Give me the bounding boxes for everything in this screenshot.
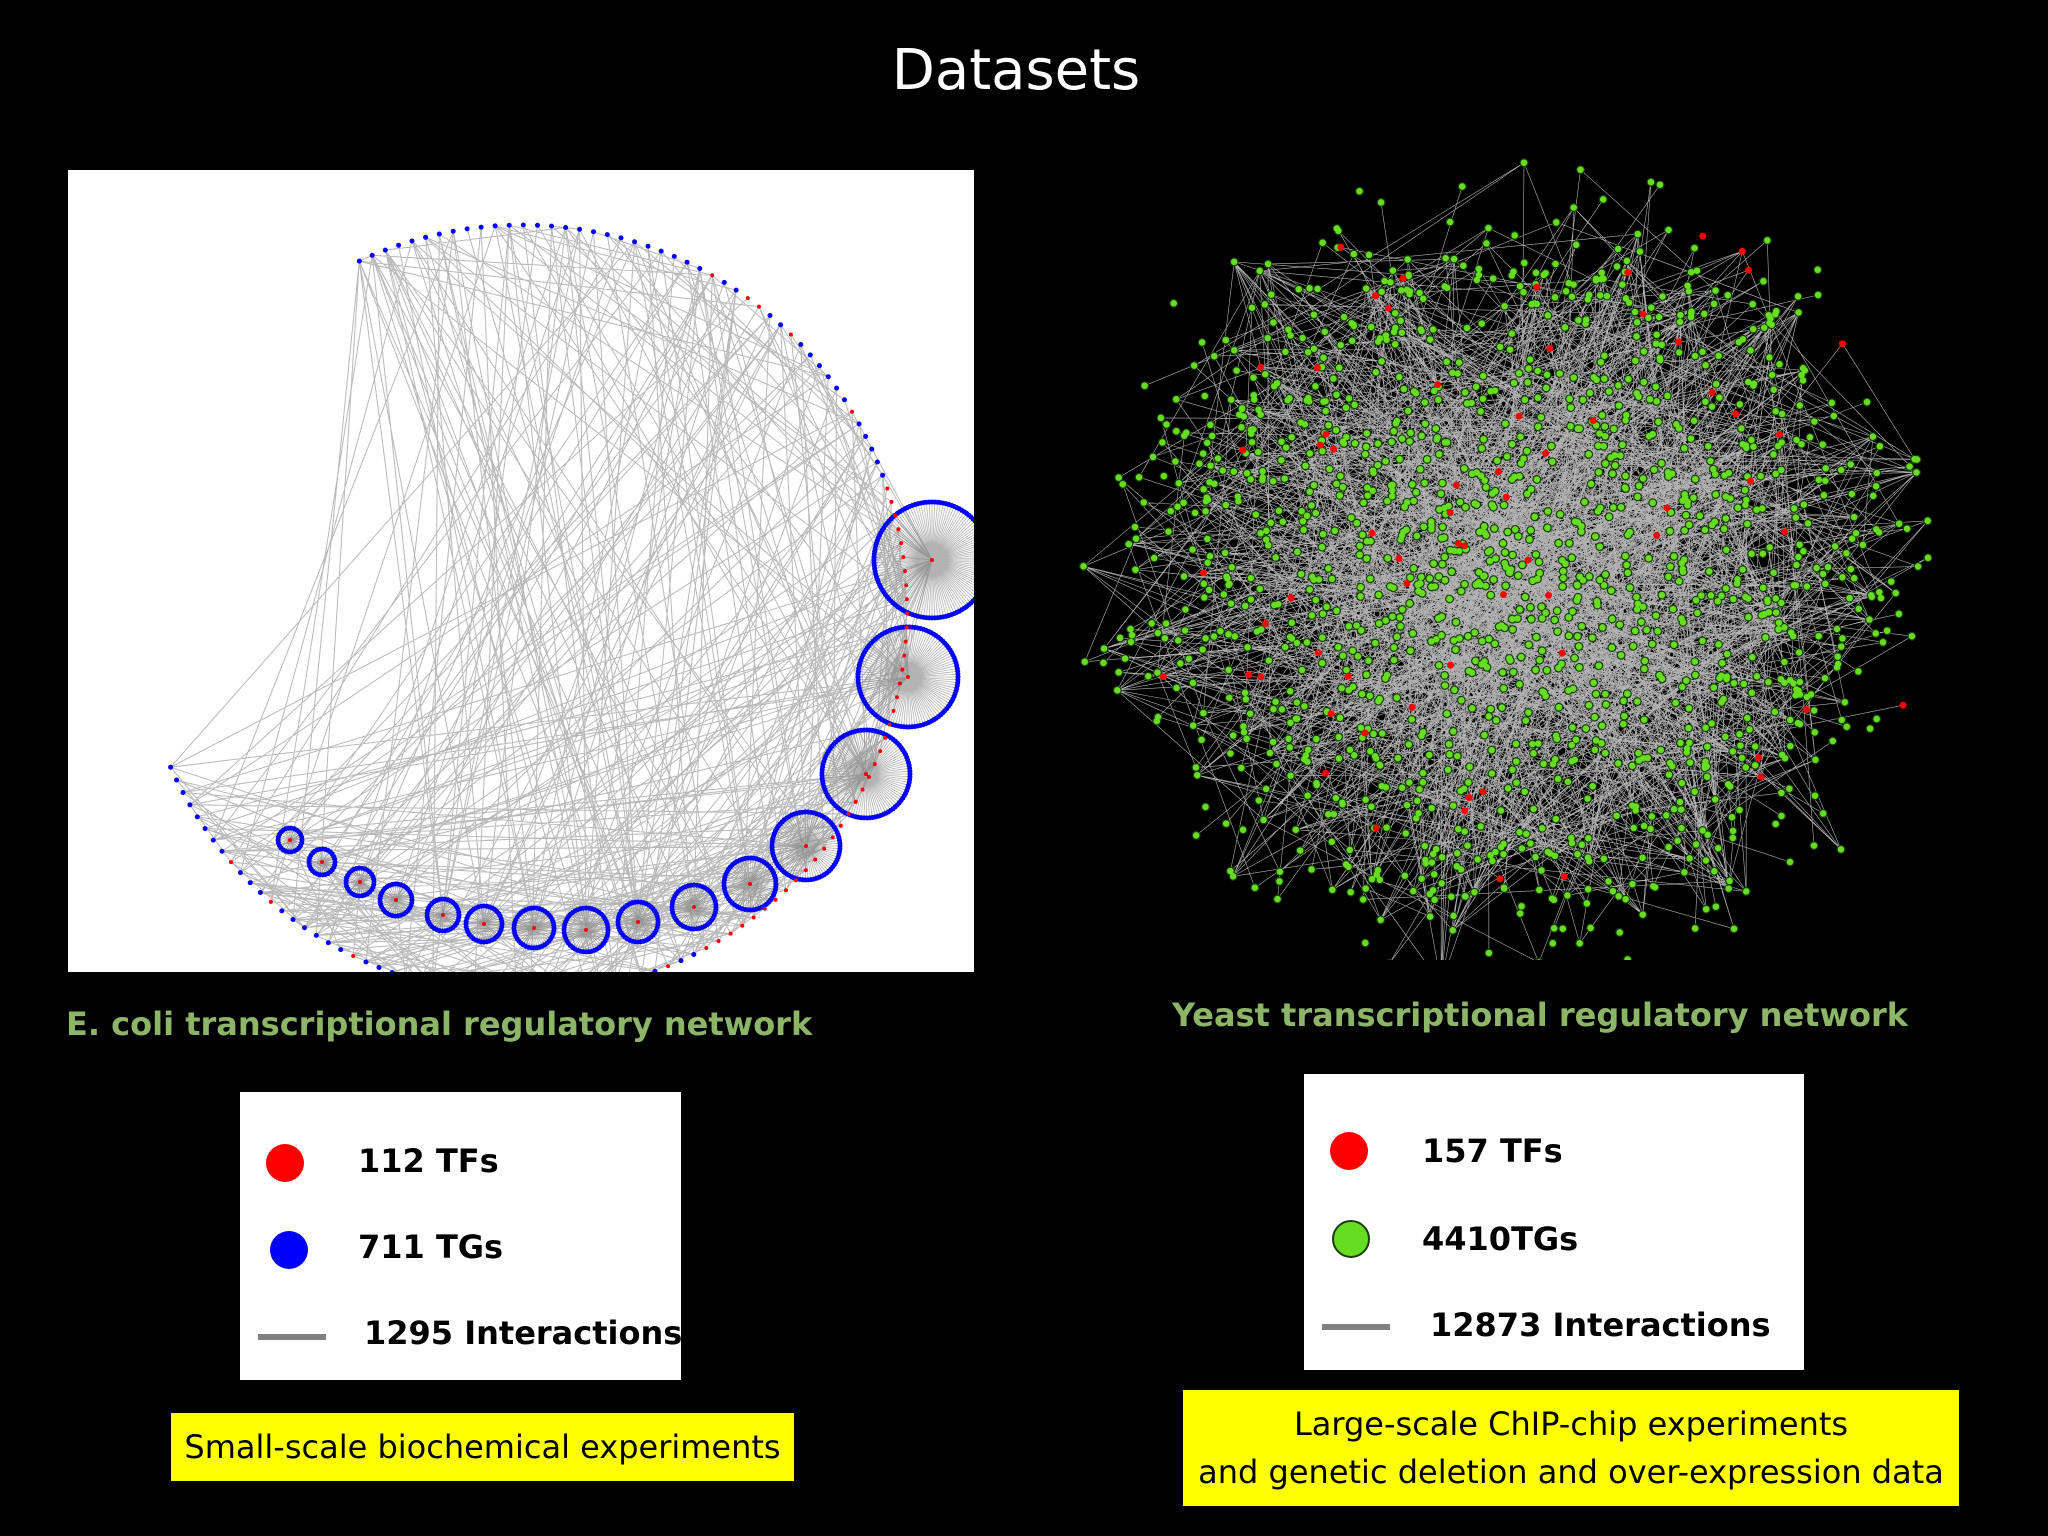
- ecoli-hub-spokes: [564, 908, 608, 952]
- blue-dot-icon: [270, 1231, 308, 1269]
- yeast-interaction-count: 12873 Interactions: [1430, 1306, 1771, 1344]
- ecoli-hub-spokes: [771, 811, 840, 881]
- yeast-legend-interaction-row: 12873 Interactions: [1304, 1304, 1804, 1364]
- ecoli-legend: 112 TFs 711 TGs 1295 Interactions: [240, 1092, 683, 1380]
- yeast-note-line-1: Large-scale ChIP-chip experiments: [1293, 1405, 1849, 1443]
- ecoli-legend-interaction-row: 1295 Interactions: [240, 1314, 683, 1374]
- ecoli-tg-count: 711 TGs: [358, 1228, 504, 1266]
- yeast-tf-nodes: [1159, 232, 1907, 883]
- ecoli-hub-spokes: [618, 902, 658, 942]
- yeast-note-line-2: and genetic deletion and over-expression…: [1198, 1453, 1944, 1491]
- ecoli-hub-spokes: [278, 828, 302, 852]
- ecoli-hub-spokes: [514, 908, 554, 948]
- gray-line-icon: [258, 1334, 326, 1340]
- yeast-legend-tf-row: 157 TFs: [1304, 1132, 1804, 1192]
- gray-line-icon: [1322, 1324, 1390, 1330]
- yeast-network-figure: [1060, 150, 1960, 960]
- ecoli-hub-spokes: [427, 898, 459, 932]
- ecoli-network-graph: [168, 222, 974, 972]
- ecoli-hub-spokes: [723, 857, 776, 911]
- red-dot-icon: [1330, 1132, 1368, 1170]
- ecoli-hub-spokes: [466, 906, 502, 942]
- ecoli-hub-spokes: [346, 867, 374, 897]
- ecoli-network-figure: [68, 170, 974, 972]
- ecoli-hub-spokes: [821, 729, 910, 819]
- ecoli-source-note: Small-scale biochemical experiments: [171, 1413, 794, 1481]
- yeast-tg-nodes: [1080, 159, 1932, 960]
- ecoli-tg-nodes: [168, 222, 974, 972]
- yeast-network-graph: [1079, 158, 1933, 960]
- ecoli-tf-nodes: [229, 273, 934, 969]
- slide-title: Datasets: [891, 38, 1141, 103]
- ecoli-hub-spokes: [309, 848, 335, 876]
- ecoli-edge-lines: [170, 224, 933, 972]
- yeast-network-caption: Yeast transcriptional regulatory network: [1172, 996, 1909, 1034]
- red-dot-icon: [266, 1144, 304, 1182]
- ecoli-interaction-count: 1295 Interactions: [364, 1314, 683, 1352]
- ecoli-nodes: [168, 222, 974, 972]
- ecoli-hub-spokes: [672, 885, 716, 929]
- yeast-legend: 157 TFs 4410TGs 12873 Interactions: [1304, 1074, 1804, 1370]
- ecoli-legend-tf-row: 112 TFs: [240, 1142, 681, 1204]
- yeast-nodes: [1079, 158, 1933, 960]
- yeast-tf-count: 157 TFs: [1422, 1132, 1563, 1170]
- ecoli-tf-count: 112 TFs: [358, 1142, 499, 1180]
- ecoli-hub-spokes: [380, 883, 412, 917]
- ecoli-edges: [170, 224, 974, 972]
- yeast-source-note: Large-scale ChIP-chip experiments and ge…: [1183, 1390, 1959, 1506]
- green-dot-icon: [1332, 1220, 1370, 1258]
- yeast-legend-tg-row: 4410TGs: [1304, 1220, 1804, 1280]
- ecoli-legend-tg-row: 711 TGs: [240, 1228, 681, 1290]
- ecoli-network-caption: E. coli transcriptional regulatory netwo…: [66, 1005, 813, 1043]
- yeast-tg-count: 4410TGs: [1422, 1220, 1579, 1258]
